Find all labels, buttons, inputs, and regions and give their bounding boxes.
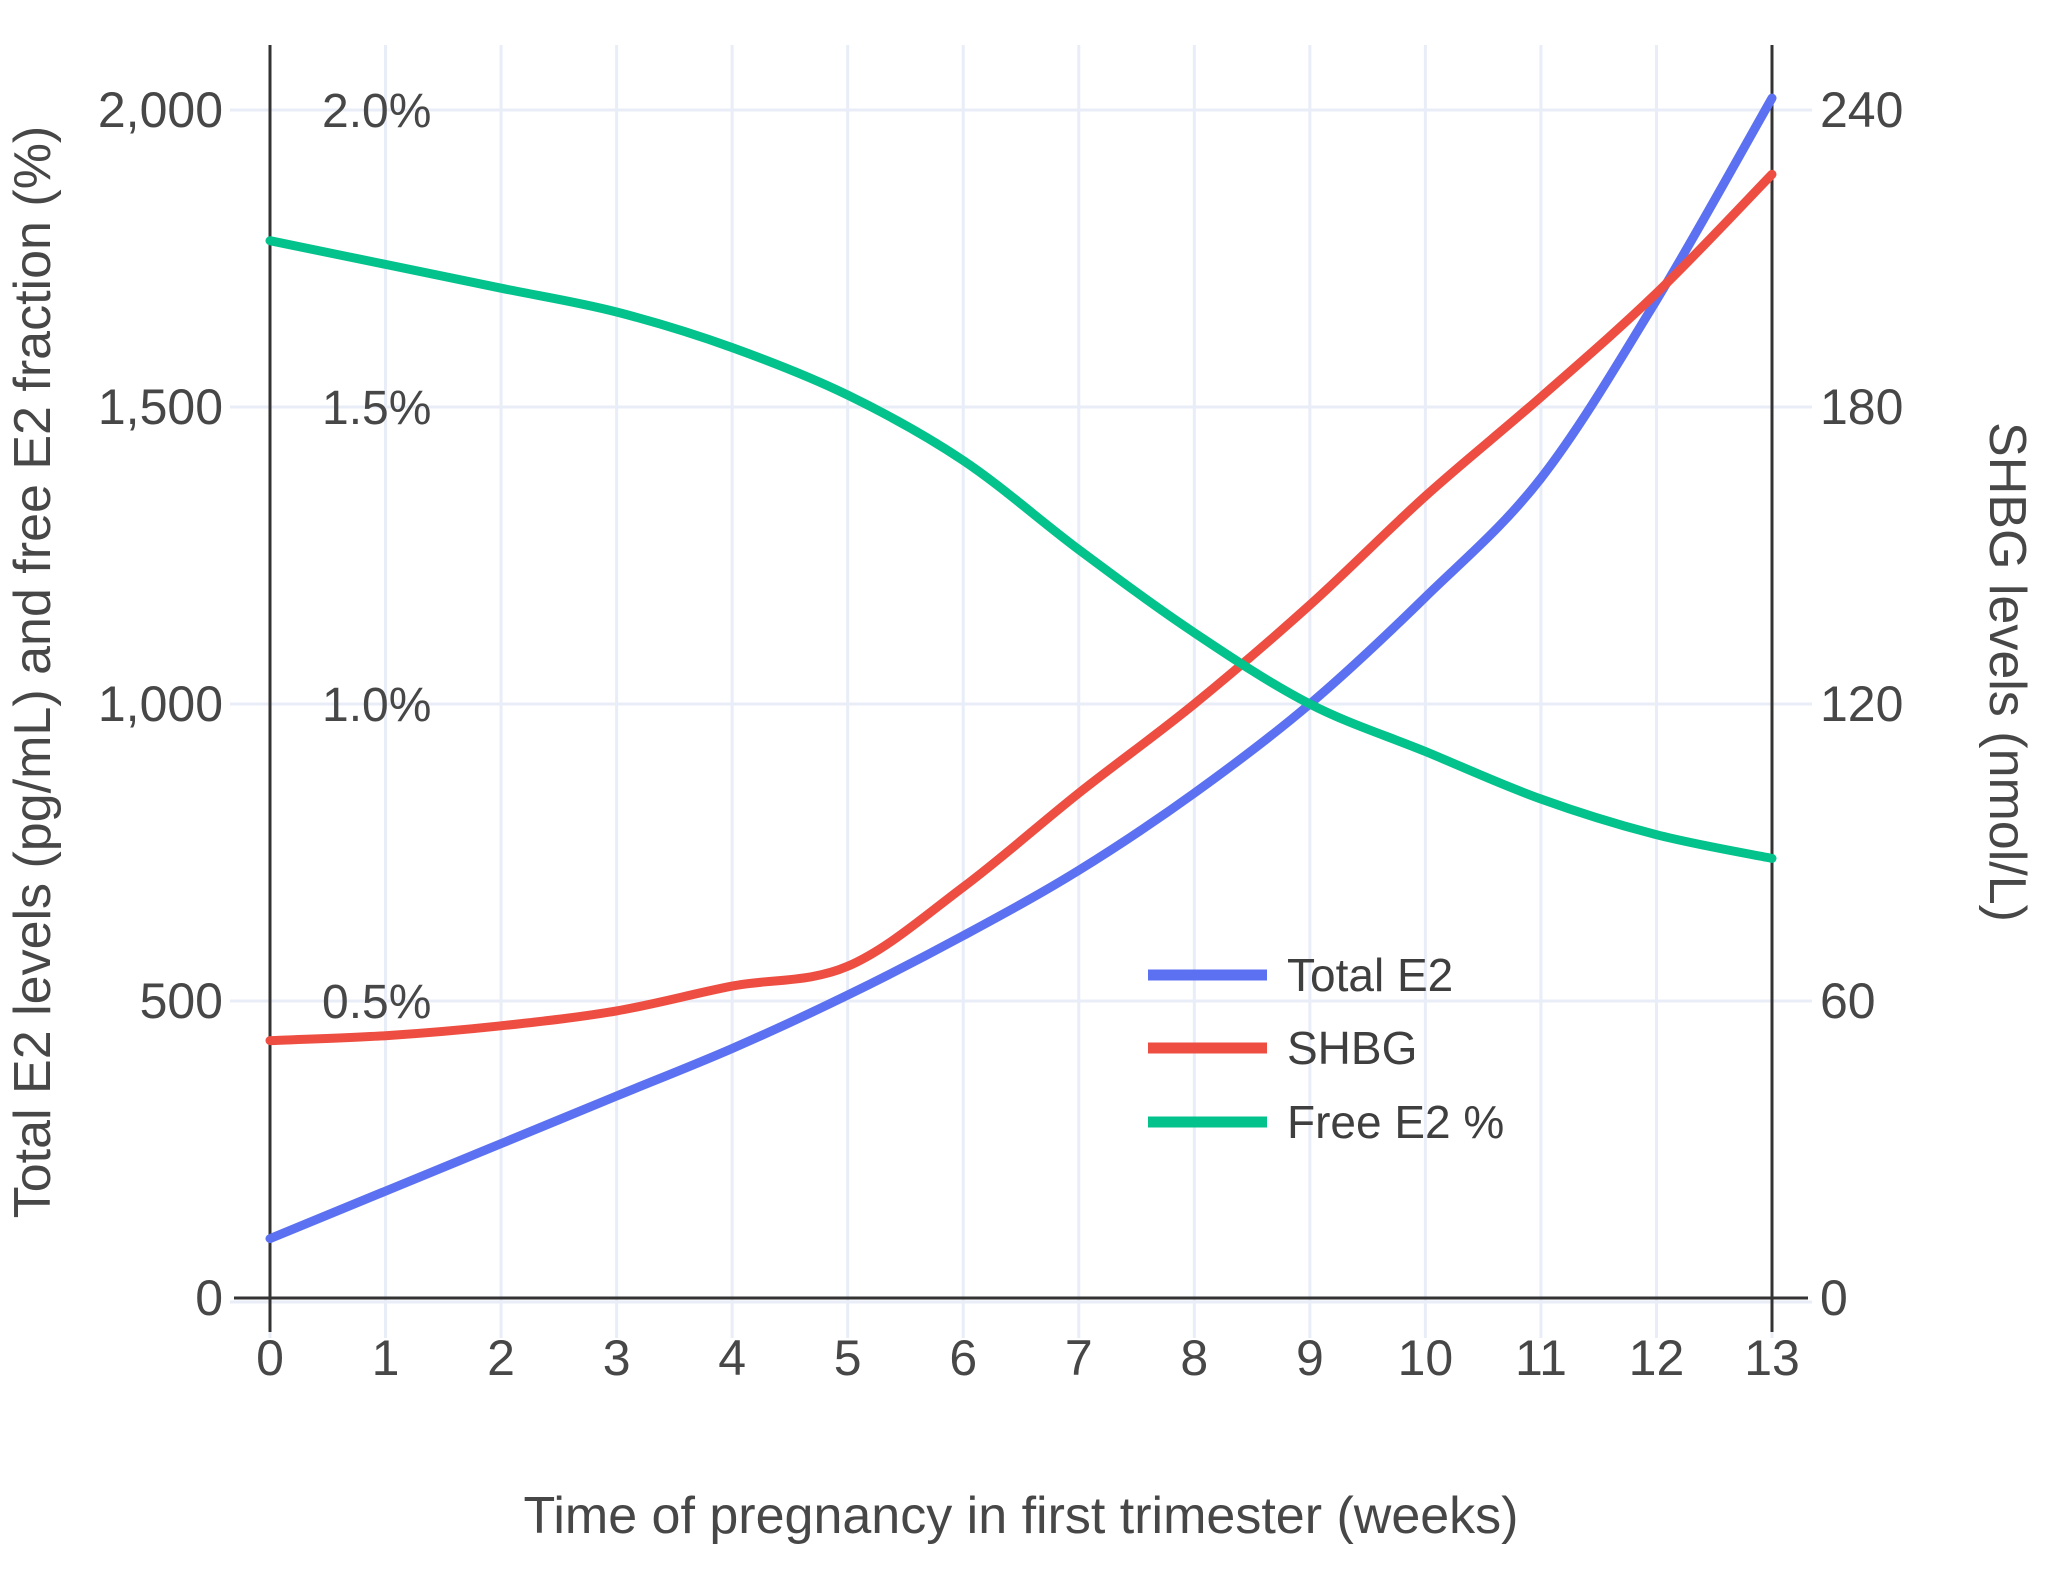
shbg-line <box>265 169 1777 1046</box>
axes <box>234 45 1808 1332</box>
x-tick-label: 7 <box>1065 1330 1093 1386</box>
x-tick-label: 13 <box>1744 1330 1800 1386</box>
x-tick-label: 10 <box>1398 1330 1454 1386</box>
left-percent-label: 2.0% <box>322 85 431 138</box>
left-axis-title: Total E2 levels (pg/mL) and free E2 frac… <box>4 126 62 1218</box>
left-percent-label: 1.5% <box>322 382 431 435</box>
right-tick-label: 180 <box>1820 379 1903 435</box>
legend-label-shbg: SHBG <box>1287 1022 1417 1074</box>
left-tick-label: 500 <box>140 973 223 1029</box>
right-tick-label: 0 <box>1820 1270 1848 1326</box>
tick-labels: 05001,0001,5002,0000.5%1.0%1.5%2.0%06012… <box>98 82 1904 1386</box>
x-tick-label: 8 <box>1180 1330 1208 1386</box>
legend-item-free-e2: Free E2 % <box>1148 1096 1504 1148</box>
right-tick-label: 240 <box>1820 82 1903 138</box>
x-tick-label: 6 <box>949 1330 977 1386</box>
left-tick-label: 0 <box>195 1270 223 1326</box>
legend-label-total-e2: Total E2 <box>1287 949 1453 1001</box>
x-tick-label: 11 <box>1515 1330 1567 1386</box>
x-tick-label: 1 <box>372 1330 400 1386</box>
x-axis-title: Time of pregnancy in first trimester (we… <box>523 1487 1518 1545</box>
free-e2-line <box>265 236 1777 863</box>
right-axis-title: SHBG levels (nmol/L) <box>1978 422 2036 922</box>
x-tick-label: 9 <box>1296 1330 1324 1386</box>
legend-item-shbg: SHBG <box>1148 1022 1417 1074</box>
x-tick-label: 3 <box>603 1330 631 1386</box>
left-percent-label: 1.0% <box>322 679 431 732</box>
total-e2-line <box>265 93 1777 1244</box>
legend: Total E2 SHBG Free E2 % <box>1148 949 1504 1148</box>
legend-label-free-e2: Free E2 % <box>1287 1096 1504 1148</box>
x-tick-label: 2 <box>487 1330 515 1386</box>
x-tick-label: 12 <box>1629 1330 1685 1386</box>
legend-item-total-e2: Total E2 <box>1148 949 1453 1001</box>
x-tick-label: 5 <box>834 1330 862 1386</box>
x-tick-label: 0 <box>256 1330 284 1386</box>
gridlines <box>230 45 1812 1338</box>
left-tick-label: 2,000 <box>98 82 223 138</box>
left-tick-label: 1,000 <box>98 676 223 732</box>
right-tick-label: 120 <box>1820 676 1903 732</box>
x-tick-label: 4 <box>718 1330 746 1386</box>
left-tick-label: 1,500 <box>98 379 223 435</box>
right-tick-label: 60 <box>1820 973 1876 1029</box>
data-series <box>265 93 1777 1244</box>
left-percent-label: 0.5% <box>322 976 431 1029</box>
